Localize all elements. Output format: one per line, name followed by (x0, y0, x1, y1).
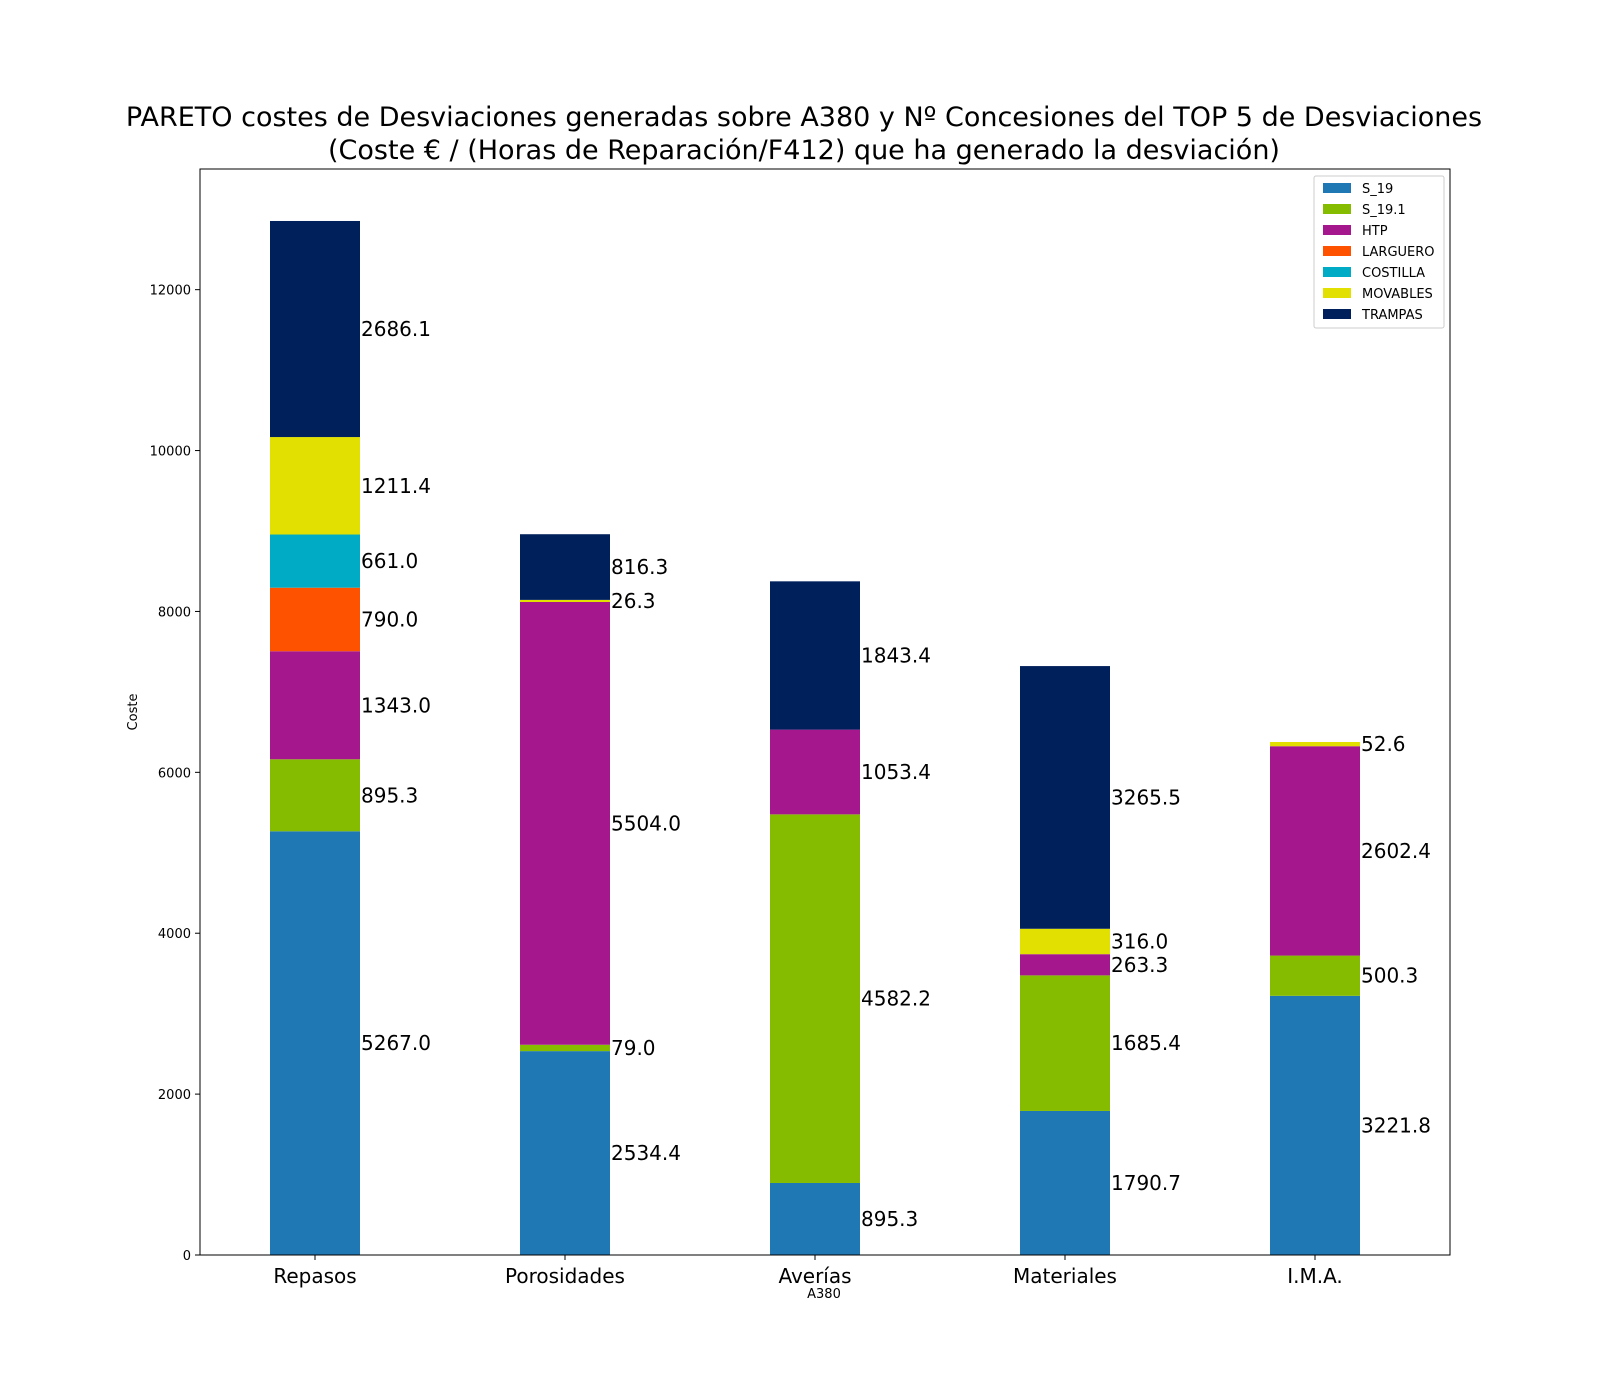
data-label: 79.0 (611, 1036, 656, 1060)
y-tick-label: 8000 (158, 605, 191, 620)
bar-segment-repasos-movables (270, 437, 360, 535)
y-tick-label: 0 (183, 1249, 191, 1264)
bar-segment-ima-s191 (1270, 955, 1360, 996)
bar-segment-ima-movables (1270, 741, 1360, 747)
data-label: 52.6 (1361, 732, 1406, 756)
bar-segment-repasos-costilla (270, 534, 360, 588)
plot-frame (199, 168, 1451, 1256)
x-axis: Repasos Porosidades Averías Materiales I.M.A… (273, 1255, 1343, 1288)
data-label: 1211.4 (361, 474, 431, 498)
legend-swatch (1323, 204, 1351, 214)
bar-segment-materiales-htp (1020, 954, 1110, 976)
data-label: 26.3 (611, 589, 656, 613)
x-axis-label: A380 (807, 1287, 841, 1302)
bar-segment-repasos-larguero (270, 587, 360, 652)
legend-label: TRAMPAS (1361, 308, 1423, 323)
data-label: 1843.4 (861, 643, 931, 667)
bar-segment-materiales-s191 (1020, 975, 1110, 1111)
legend-swatch (1323, 225, 1351, 235)
legend-swatch (1323, 183, 1351, 193)
bar-segment-averas-s191 (770, 814, 860, 1183)
data-label: 3221.8 (1361, 1113, 1431, 1137)
legend-label: COSTILLA (1362, 266, 1425, 281)
bar-segment-porosidades-trampas (520, 534, 610, 600)
data-label: 3265.5 (1111, 785, 1181, 809)
data-label: 1053.4 (861, 760, 931, 784)
y-tick-label: 2000 (158, 1088, 191, 1103)
bar-segment-porosidades-htp (520, 602, 610, 1045)
legend-swatch (1323, 309, 1351, 319)
bar-segment-materiales-trampas (1020, 666, 1110, 929)
y-tick-label: 12000 (150, 284, 191, 299)
data-label: 2602.4 (1361, 839, 1431, 863)
y-axis-label: Coste (126, 694, 141, 731)
x-tick-label: Repasos (273, 1264, 356, 1288)
y-tick-label: 10000 (150, 445, 191, 460)
bar-segment-repasos-trampas (270, 220, 360, 438)
bars-layer (270, 220, 1360, 1255)
bar-segment-averas-htp (770, 729, 860, 815)
data-label: 661.0 (361, 549, 418, 573)
data-label: 790.0 (361, 607, 418, 631)
legend-swatch (1323, 288, 1351, 298)
legend-label: HTP (1362, 224, 1388, 239)
bar-segment-repasos-s19 (270, 831, 360, 1255)
chart-title: PARETO costes de Desviaciones generadas … (126, 102, 1482, 133)
data-label: 4582.2 (861, 987, 931, 1011)
bar-segment-ima-s19 (1270, 995, 1360, 1255)
data-label: 263.3 (1111, 953, 1168, 977)
data-label: 816.3 (611, 555, 668, 579)
data-label: 316.0 (1111, 929, 1168, 953)
data-label: 895.3 (861, 1207, 918, 1231)
legend-label: MOVABLES (1362, 287, 1433, 302)
data-label: 2534.4 (611, 1141, 681, 1165)
bar-segment-repasos-htp (270, 651, 360, 760)
x-tick-label: Averías (778, 1264, 851, 1288)
y-tick-label: 4000 (158, 927, 191, 942)
x-tick-label: Porosidades (505, 1264, 625, 1288)
data-label: 1343.0 (361, 693, 431, 717)
legend-label: S_19.1 (1362, 203, 1406, 218)
y-axis: 0 2000 4000 6000 8000 10000 12000 (150, 284, 200, 1264)
legend-swatch (1323, 267, 1351, 277)
x-tick-label: Materiales (1013, 1264, 1117, 1288)
data-label: 500.3 (1361, 964, 1418, 988)
data-label: 1790.7 (1111, 1171, 1181, 1195)
bar-segment-averas-s19 (770, 1182, 860, 1255)
data-label: 5504.0 (611, 811, 681, 835)
bar-segment-porosidades-s19 (520, 1051, 610, 1255)
data-label: 2686.1 (361, 317, 431, 341)
data-label: 895.3 (361, 783, 418, 807)
bar-segment-materiales-s19 (1020, 1110, 1110, 1255)
legend: S_19 S_19.1 HTP LARGUERO COSTILLA MOVABLES TRA… (1313, 175, 1445, 329)
x-tick-label: I.M.A. (1287, 1264, 1343, 1288)
bar-segment-materiales-movables (1020, 928, 1110, 955)
y-tick-label: 6000 (158, 766, 191, 781)
bar-segment-averas-trampas (770, 581, 860, 730)
legend-label: LARGUERO (1362, 245, 1435, 260)
legend-label: S_19 (1362, 182, 1393, 197)
data-label: 5267.0 (361, 1031, 431, 1055)
legend-swatch (1323, 246, 1351, 256)
chart-subtitle: (Coste € / (Horas de Reparación/F412) qu… (328, 135, 1280, 166)
bar-segment-porosidades-s191 (520, 1044, 610, 1052)
segment-labels-layer: 5267.0 895.3 1343.0 790.0 661.0 1211.4 2686.1 2… (361, 317, 1431, 1231)
data-label: 1685.4 (1111, 1031, 1181, 1055)
bar-segment-repasos-s191 (270, 759, 360, 832)
bar-segment-ima-htp (1270, 746, 1360, 956)
bar-segment-porosidades-movables (520, 599, 610, 603)
